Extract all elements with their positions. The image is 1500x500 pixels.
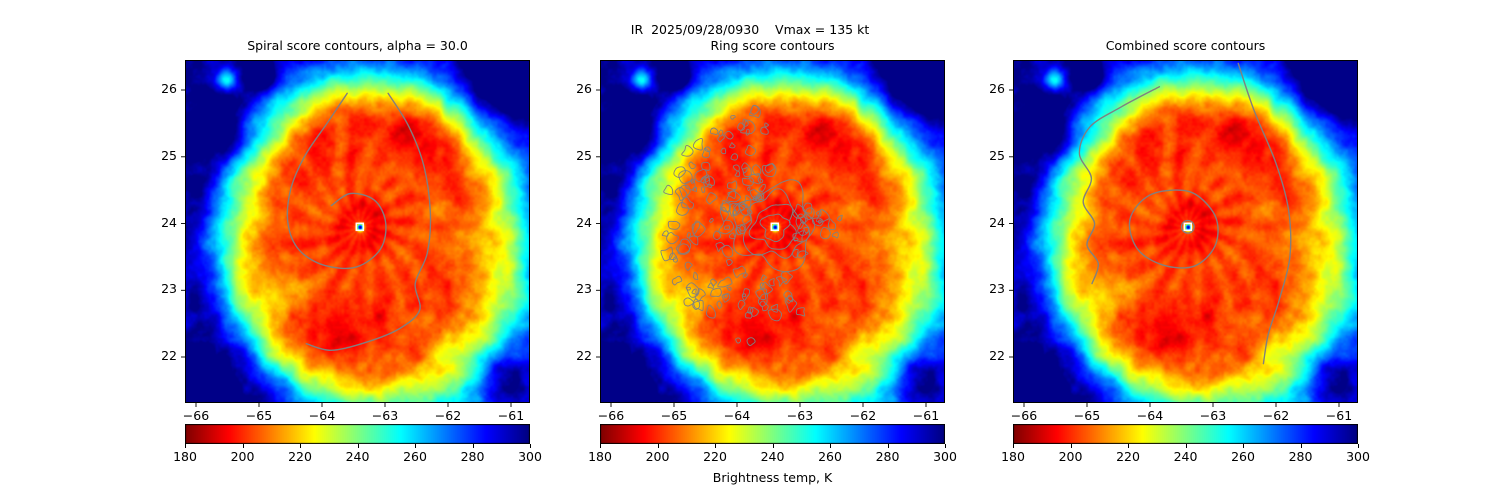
colorbar-tick-mark (715, 444, 716, 448)
colorbar-tick-mark (357, 444, 359, 448)
colorbar-tick-label: 240 (1173, 449, 1198, 464)
y-tick-label: 22 (161, 348, 177, 363)
colorbar-canvas (185, 424, 530, 444)
colorbar-tick-label: 220 (1116, 449, 1140, 464)
x-tick-label: −62 (1262, 408, 1290, 423)
y-tick-label: 26 (161, 81, 177, 96)
colorbar-tick-label: 180 (173, 449, 197, 464)
colorbar-tick-mark (830, 444, 831, 448)
x-tick-label: −65 (660, 408, 688, 423)
panel-combined-score: Combined score contours −66 −65 −64 −63 −62 −… (989, 0, 1370, 500)
colorbar-tick-mark (185, 444, 186, 448)
colorbar-tick-mark (415, 444, 416, 448)
colorbar-tick-mark (242, 444, 244, 448)
contour-overlay-ring (596, 60, 945, 407)
y-tick-label: 24 (989, 214, 1005, 230)
x-tick-label: −63 (371, 408, 399, 423)
colorbar-tick-mark (530, 444, 531, 448)
colorbar-tick-label: 200 (645, 449, 670, 464)
colorbar-tick-mark (887, 444, 889, 448)
colorbar-tick-mark (600, 444, 601, 448)
colorbar-tick-mark (1070, 444, 1072, 448)
panel-ring-score: Ring score contours Brightness temp, K −… (576, 0, 957, 500)
contour-overlay-spiral (181, 60, 530, 407)
colorbar-tick-mark (1013, 444, 1014, 448)
figure-suptitle: IR 2025/09/28/0930 Vmax = 135 kt (630, 22, 870, 37)
panel-title-ring: Ring score contours (710, 38, 835, 53)
y-tick-label: 23 (989, 281, 1005, 297)
colorbar-tick-label: 180 (1001, 449, 1025, 464)
x-tick-label: −64 (723, 408, 751, 423)
x-tick-label: −66 (1010, 408, 1038, 423)
colorbar-tick-label: 260 (403, 449, 427, 464)
y-tick-label: 26 (989, 81, 1005, 96)
colorbar-tick-label: 180 (588, 449, 612, 464)
y-tick-label: 25 (576, 147, 592, 163)
colorbar-tick-label: 300 (1346, 449, 1370, 464)
y-tick-label: 22 (989, 348, 1005, 363)
map-axes-spiral (181, 60, 530, 407)
colorbar-tick-label: 240 (760, 449, 785, 464)
x-tick-label: −62 (434, 408, 462, 423)
colorbar-tick-label: 240 (345, 449, 370, 464)
colorbar-canvas (1013, 424, 1358, 444)
y-tick-label: 24 (576, 214, 592, 230)
colorbar-tick-mark (1243, 444, 1244, 448)
x-tick-label: −62 (849, 408, 877, 423)
y-tick-label: 25 (161, 147, 177, 163)
colorbar-tick-mark (300, 444, 301, 448)
colorbar-tick-mark (772, 444, 774, 448)
contour-overlay-combined (1009, 60, 1358, 407)
colorbar-tick-label: 300 (518, 449, 542, 464)
x-tick-label: −63 (786, 408, 814, 423)
colorbar-canvas (600, 424, 945, 444)
y-tick-label: 25 (989, 147, 1005, 163)
ir-image-canvas (1013, 60, 1358, 403)
x-tick-label: −64 (308, 408, 336, 423)
colorbar-tick-label: 280 (1288, 449, 1313, 464)
x-tick-label: −66 (182, 408, 210, 423)
y-tick-label: 26 (576, 81, 592, 96)
colorbar-tick-mark (1128, 444, 1129, 448)
y-tick-label: 23 (161, 281, 177, 297)
x-tick-label: −61 (497, 408, 525, 423)
colorbar-axis-label: Brightness temp, K (712, 470, 833, 485)
colorbar-tick-mark (1300, 444, 1302, 448)
x-tick-label: −61 (1325, 408, 1353, 423)
colorbar-tick-mark (1358, 444, 1359, 448)
x-tick-label: −65 (245, 408, 273, 423)
y-tick-label: 24 (161, 214, 177, 230)
x-tick-label: −65 (1073, 408, 1101, 423)
colorbar-tick-mark (657, 444, 659, 448)
colorbar-tick-label: 280 (875, 449, 900, 464)
map-axes-combined (1009, 60, 1358, 407)
x-tick-label: −61 (912, 408, 940, 423)
colorbar-tick-label: 220 (288, 449, 312, 464)
colorbar-tick-label: 260 (818, 449, 842, 464)
colorbar-tick-mark (472, 444, 474, 448)
colorbar-tick-label: 220 (703, 449, 727, 464)
colorbar-tick-label: 260 (1231, 449, 1255, 464)
ir-image-canvas (185, 60, 530, 403)
colorbar-tick-label: 280 (460, 449, 485, 464)
colorbar-tick-label: 200 (1058, 449, 1083, 464)
colorbar-tick-label: 300 (933, 449, 957, 464)
map-axes-ring (596, 60, 945, 407)
x-tick-label: −66 (597, 408, 625, 423)
x-tick-label: −63 (1199, 408, 1227, 423)
colorbar-tick-mark (945, 444, 946, 448)
colorbar-tick-label: 200 (230, 449, 255, 464)
colorbar-tick-mark (1185, 444, 1187, 448)
x-tick-label: −64 (1136, 408, 1164, 423)
y-tick-label: 23 (576, 281, 592, 297)
panel-title-spiral: Spiral score contours, alpha = 30.0 (247, 38, 468, 53)
y-tick-label: 22 (576, 348, 592, 363)
panel-title-combined: Combined score contours (1105, 38, 1266, 53)
ir-image-canvas (600, 60, 945, 403)
panel-spiral-score: Spiral score contours, alpha = 30.0 −66 −… (161, 0, 542, 500)
